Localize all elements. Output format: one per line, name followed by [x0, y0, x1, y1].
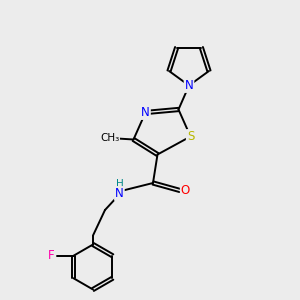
- Text: F: F: [48, 249, 54, 262]
- Text: CH₃: CH₃: [100, 133, 119, 143]
- Text: O: O: [181, 184, 190, 197]
- Text: S: S: [187, 130, 194, 143]
- Text: H: H: [116, 179, 123, 189]
- Text: N: N: [141, 106, 150, 119]
- Text: N: N: [184, 79, 194, 92]
- Text: N: N: [115, 187, 124, 200]
